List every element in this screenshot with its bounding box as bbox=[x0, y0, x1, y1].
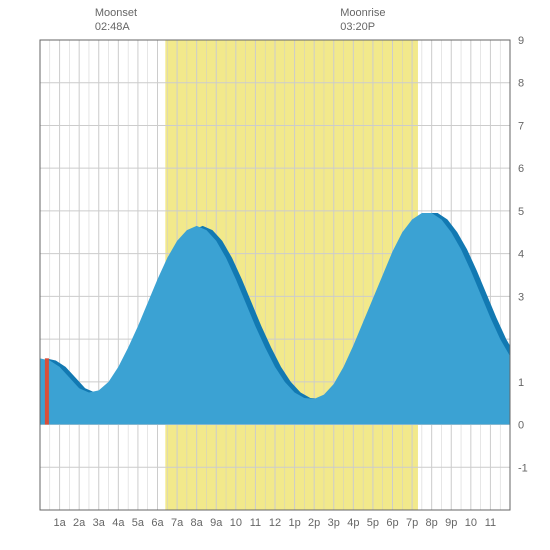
svg-text:4p: 4p bbox=[347, 517, 359, 529]
svg-text:6: 6 bbox=[518, 163, 524, 175]
svg-text:9: 9 bbox=[518, 35, 524, 47]
svg-text:8p: 8p bbox=[426, 517, 438, 529]
svg-text:8: 8 bbox=[518, 78, 524, 90]
svg-text:9a: 9a bbox=[210, 517, 223, 529]
svg-text:7p: 7p bbox=[406, 517, 418, 529]
svg-text:12: 12 bbox=[269, 517, 281, 529]
svg-text:8a: 8a bbox=[191, 517, 204, 529]
moonrise-label: Moonrise 03:20P bbox=[340, 6, 385, 35]
moonset-title: Moonset bbox=[95, 6, 137, 20]
svg-text:10: 10 bbox=[465, 517, 477, 529]
svg-text:11: 11 bbox=[485, 517, 496, 529]
tide-chart: -1 0 1 3 4 5 6 7 8 9 1a 2a 3a 4a 5a 6a 7a 8a 9a 10 11 12 1p 2p 3… bbox=[0, 0, 550, 550]
svg-text:0: 0 bbox=[518, 420, 524, 432]
svg-text:4: 4 bbox=[518, 249, 524, 261]
svg-text:7a: 7a bbox=[171, 517, 184, 529]
svg-text:2p: 2p bbox=[308, 517, 320, 529]
moonrise-title: Moonrise bbox=[340, 6, 385, 20]
svg-text:5: 5 bbox=[518, 206, 524, 218]
svg-text:6a: 6a bbox=[151, 517, 164, 529]
svg-text:9p: 9p bbox=[445, 517, 457, 529]
moonrise-time: 03:20P bbox=[340, 20, 385, 34]
svg-text:11: 11 bbox=[250, 517, 261, 529]
svg-text:5a: 5a bbox=[132, 517, 145, 529]
svg-text:5p: 5p bbox=[367, 517, 379, 529]
moonset-time: 02:48A bbox=[95, 20, 137, 34]
svg-text:10: 10 bbox=[230, 517, 242, 529]
svg-text:3a: 3a bbox=[93, 517, 106, 529]
svg-text:7: 7 bbox=[518, 120, 524, 132]
svg-text:2a: 2a bbox=[73, 517, 86, 529]
svg-text:3: 3 bbox=[518, 291, 524, 303]
svg-text:6p: 6p bbox=[386, 517, 398, 529]
svg-text:-1: -1 bbox=[518, 462, 528, 474]
svg-text:3p: 3p bbox=[328, 517, 340, 529]
svg-text:1p: 1p bbox=[288, 517, 300, 529]
svg-text:1: 1 bbox=[518, 377, 524, 389]
chart-svg: -1 0 1 3 4 5 6 7 8 9 1a 2a 3a 4a 5a 6a 7a 8a 9a 10 11 12 1p 2p 3… bbox=[0, 0, 550, 550]
svg-text:1a: 1a bbox=[53, 517, 66, 529]
svg-text:4a: 4a bbox=[112, 517, 125, 529]
moonset-label: Moonset 02:48A bbox=[95, 6, 137, 35]
